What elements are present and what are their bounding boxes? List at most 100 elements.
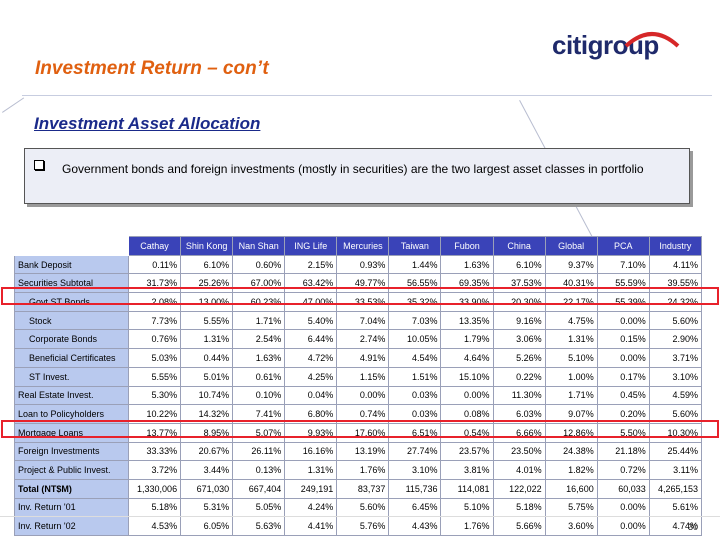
row-label: Govt ST Bonds	[14, 292, 129, 312]
table-cell: 55.39%	[596, 292, 650, 312]
table-cell: 0.76%	[127, 329, 182, 350]
table-cell: 3.60%	[544, 516, 598, 536]
row-label: Inv. Return '02	[14, 516, 129, 536]
table-cell: 3.71%	[648, 348, 703, 368]
table-cell: 0.60%	[232, 254, 286, 275]
table-cell: 14.32%	[180, 404, 234, 424]
table-cell: 6.10%	[492, 254, 546, 275]
table-cell: 667,404	[232, 478, 286, 499]
table-row: Bank Deposit 0.11% 6.10% 0.60% 2.15% 0.93% 1.4…	[14, 254, 703, 275]
table-cell: 20.67%	[180, 441, 234, 462]
table-cell: 1.71%	[232, 310, 286, 331]
page-number: 30	[688, 522, 699, 532]
table-cell: 0.72%	[596, 460, 650, 480]
table-cell: 3.44%	[180, 460, 234, 480]
table-cell: 5.01%	[180, 366, 234, 387]
table-cell: 0.44%	[180, 348, 234, 368]
table-cell: 115,736	[388, 478, 442, 499]
table-cell: 0.61%	[232, 366, 286, 387]
header-corner	[14, 236, 129, 256]
table-cell: 6.05%	[180, 516, 234, 536]
title-rule	[22, 95, 712, 96]
column-header: Taiwan	[388, 236, 442, 256]
table-cell: 4.24%	[284, 497, 338, 518]
slide-title: Investment Return – con’t	[35, 58, 269, 79]
table-cell: 21.18%	[596, 441, 650, 462]
table-cell: 16,600	[544, 478, 598, 499]
table-cell: 4.53%	[127, 516, 182, 536]
row-label: Loan to Policyholders	[14, 404, 129, 424]
table-cell: 3.06%	[492, 329, 546, 350]
table-cell: 5.30%	[127, 385, 182, 406]
row-label: Corporate Bonds	[14, 329, 129, 350]
table-cell: 11.30%	[492, 385, 546, 406]
table-row: Corporate Bonds 0.76% 1.31% 2.54% 6.44% 2.74%…	[14, 329, 703, 350]
table-cell: 1.15%	[336, 366, 390, 387]
table-cell: 4.01%	[492, 460, 546, 480]
table-cell: 3.10%	[648, 366, 703, 387]
row-label: Beneficial Certificates	[14, 348, 129, 368]
allocation-table-wrap: Cathay Shin Kong Nan Shan ING Life Mercuries…	[14, 236, 703, 536]
table-cell: 1.79%	[440, 329, 494, 350]
table-cell: 5.05%	[232, 497, 286, 518]
table-cell: 5.03%	[127, 348, 182, 368]
table-row: ST Invest. 5.55% 5.01% 0.61% 4.25% 1.15% 1.51%…	[14, 366, 703, 387]
table-cell: 10.05%	[388, 329, 442, 350]
citigroup-logo: citigroup	[552, 30, 687, 70]
table-cell: 6.10%	[180, 254, 234, 275]
table-cell: 22.17%	[544, 292, 598, 312]
table-cell: 5.18%	[492, 497, 546, 518]
table-cell: 1.63%	[232, 348, 286, 368]
row-label: Project & Public Invest.	[14, 460, 129, 480]
table-cell: 5.61%	[648, 497, 703, 518]
table-cell: 5.55%	[127, 366, 182, 387]
table-cell: 5.18%	[127, 497, 182, 518]
column-header: ING Life	[284, 236, 338, 256]
section-heading: Investment Asset Allocation	[34, 114, 261, 133]
table-row: Beneficial Certificates 5.03% 0.44% 1.63% 4.…	[14, 348, 703, 368]
table-cell: 47.00%	[284, 292, 338, 312]
table-cell: 4.72%	[284, 348, 338, 368]
table-cell: 5.10%	[440, 497, 494, 518]
table-cell: 7.04%	[336, 310, 390, 331]
table-cell: 5.76%	[336, 516, 390, 536]
table-cell: 7.73%	[127, 310, 182, 331]
table-cell: 3.11%	[648, 460, 703, 480]
table-row: Real Estate Invest. 5.30% 10.74% 0.10% 0.04%…	[14, 385, 703, 406]
highlight-govt-bonds-row	[1, 287, 719, 305]
table-cell: 27.74%	[388, 441, 442, 462]
table-cell: 1.71%	[544, 385, 598, 406]
table-cell: 0.00%	[440, 385, 494, 406]
table-cell: 2.15%	[284, 254, 338, 275]
footer-rule	[0, 516, 720, 517]
table-cell: 249,191	[284, 478, 338, 499]
column-header: Nan Shan	[232, 236, 286, 256]
table-cell: 4.91%	[336, 348, 390, 368]
table-cell: 4.74%	[648, 516, 703, 536]
table-cell: 1.51%	[388, 366, 442, 387]
table-cell: 5.26%	[492, 348, 546, 368]
table-cell: 26.11%	[232, 441, 286, 462]
column-header: Cathay	[127, 236, 182, 256]
table-cell: 4.75%	[544, 310, 598, 331]
table-cell: 1.31%	[284, 460, 338, 480]
table-cell: 4.11%	[648, 254, 703, 275]
table-cell: 6.80%	[284, 404, 338, 424]
table-cell: 4.59%	[648, 385, 703, 406]
table-cell: 4,265,153	[648, 478, 703, 499]
table-cell: 4.25%	[284, 366, 338, 387]
table-cell: 83,737	[336, 478, 390, 499]
column-header: PCA	[596, 236, 650, 256]
table-cell: 1.82%	[544, 460, 598, 480]
table-cell: 9.37%	[544, 254, 598, 275]
bullet-text: Government bonds and foreign investments…	[62, 162, 644, 176]
table-cell: 7.03%	[388, 310, 442, 331]
table-cell: 33.33%	[127, 441, 182, 462]
table-cell: 0.03%	[388, 385, 442, 406]
table-cell: 5.60%	[648, 404, 703, 424]
table-cell: 24.38%	[544, 441, 598, 462]
table-cell: 0.00%	[336, 385, 390, 406]
table-cell: 13.19%	[336, 441, 390, 462]
table-cell: 3.81%	[440, 460, 494, 480]
table-cell: 5.40%	[284, 310, 338, 331]
